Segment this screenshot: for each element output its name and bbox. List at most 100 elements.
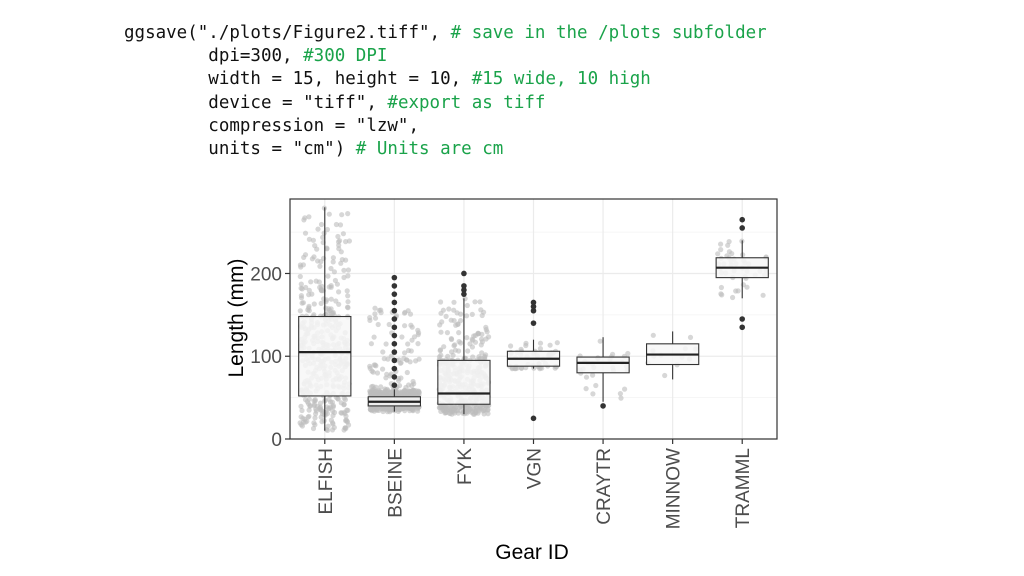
jitter-point (537, 340, 544, 346)
jitter-point (309, 256, 315, 262)
jitter-point (715, 251, 721, 257)
jitter-point (443, 313, 449, 319)
jitter-point (687, 334, 694, 340)
y-tick-label: 0 (271, 430, 282, 451)
outlier-point (391, 374, 398, 380)
box-vgn (506, 299, 561, 422)
jitter-point (312, 415, 318, 421)
jitter-point (380, 366, 386, 372)
jitter-point (297, 308, 303, 314)
jitter-point (583, 374, 590, 380)
jitter-point (298, 403, 304, 409)
x-tick-label: FYK (455, 448, 476, 485)
jitter-point (455, 321, 461, 327)
outlier-point (391, 357, 398, 364)
jitter-point (617, 391, 624, 397)
jitter-point (409, 383, 415, 389)
jitter-point (537, 346, 544, 352)
jitter-point (456, 339, 462, 345)
jitter-point (313, 408, 319, 414)
jitter-point (476, 331, 482, 337)
box-minnow (646, 331, 700, 380)
jitter-point (375, 321, 381, 328)
jitter-point (485, 406, 491, 413)
jitter-point (508, 343, 514, 349)
jitter-point (470, 337, 476, 343)
outlier-point (391, 291, 398, 297)
jitter-point (301, 254, 307, 260)
outlier-point (391, 283, 398, 289)
jitter-point (401, 310, 408, 316)
jitter-point (305, 401, 312, 407)
outlier-point (739, 216, 746, 223)
outlier-point (391, 332, 398, 339)
jitter-point (622, 386, 628, 392)
jitter-point (650, 332, 656, 338)
jitter-point (469, 311, 475, 317)
jitter-point (328, 404, 334, 410)
jitter-point (735, 288, 741, 294)
outlier-point (391, 365, 398, 372)
jitter-point (386, 321, 392, 328)
outlier-point (530, 320, 537, 326)
jitter-point (335, 233, 341, 240)
jitter-point (381, 356, 387, 362)
x-tick-label: BSEINE (385, 448, 406, 518)
jitter-point (318, 300, 324, 306)
jitter-point (718, 291, 724, 297)
jitter-point (372, 362, 378, 368)
jitter-point (345, 305, 351, 311)
jitter-point (760, 292, 766, 298)
jitter-point (324, 245, 330, 251)
jitter-point (345, 407, 351, 413)
jitter-point (312, 243, 318, 249)
jitter-point (477, 299, 483, 305)
outlier-point (391, 341, 398, 347)
code-line: ggsave("./plots/Figure2.tiff", # save in… (124, 22, 767, 45)
jitter-point (306, 413, 312, 419)
jitter-point (341, 274, 347, 281)
box-elfish (298, 207, 352, 431)
jitter-point (326, 211, 332, 217)
jitter-point (726, 249, 733, 255)
outlier-point (461, 291, 467, 297)
jitter-points (297, 205, 769, 433)
x-tick-label: CRAYTR (594, 448, 615, 525)
jitter-point (509, 366, 515, 372)
y-tick-label: 200 (250, 264, 282, 285)
jitter-point (306, 236, 312, 242)
jitter-point (415, 406, 421, 412)
jitter-point (333, 298, 339, 304)
jitter-point (300, 415, 306, 421)
outlier-point (461, 283, 467, 289)
jitter-point (368, 341, 374, 347)
jitter-point (330, 259, 336, 265)
jitter-point (441, 344, 447, 350)
jitter-point (405, 341, 411, 347)
jitter-point (328, 296, 334, 302)
jitter-point (465, 348, 471, 354)
jitter-point (344, 288, 350, 294)
jitter-point (303, 284, 309, 291)
jitter-point (449, 349, 455, 355)
x-tick-label: MINNOW (664, 448, 685, 529)
jitter-point (345, 267, 351, 273)
code-text: width = 15, height = 10, (124, 69, 472, 90)
jitter-point (306, 292, 312, 298)
x-axis: ELFISH BSEINE FYK VGN CRAYTR MINNOW TRAMML (316, 439, 754, 529)
jitter-point (486, 334, 492, 340)
jitter-point (373, 389, 379, 395)
outlier-point (391, 307, 398, 314)
outlier-point (391, 382, 398, 389)
jitter-point (464, 335, 470, 341)
jitter-point (318, 221, 325, 228)
code-line: device = "tiff", #export as tiff (124, 92, 767, 115)
code-block: ggsave("./plots/Figure2.tiff", # save in… (124, 22, 767, 161)
jitter-point (306, 407, 312, 413)
jitter-point (398, 360, 404, 366)
jitter-point (402, 350, 408, 356)
jitter-point (456, 348, 462, 354)
outlier-point (530, 415, 537, 422)
jitter-point (456, 330, 462, 336)
